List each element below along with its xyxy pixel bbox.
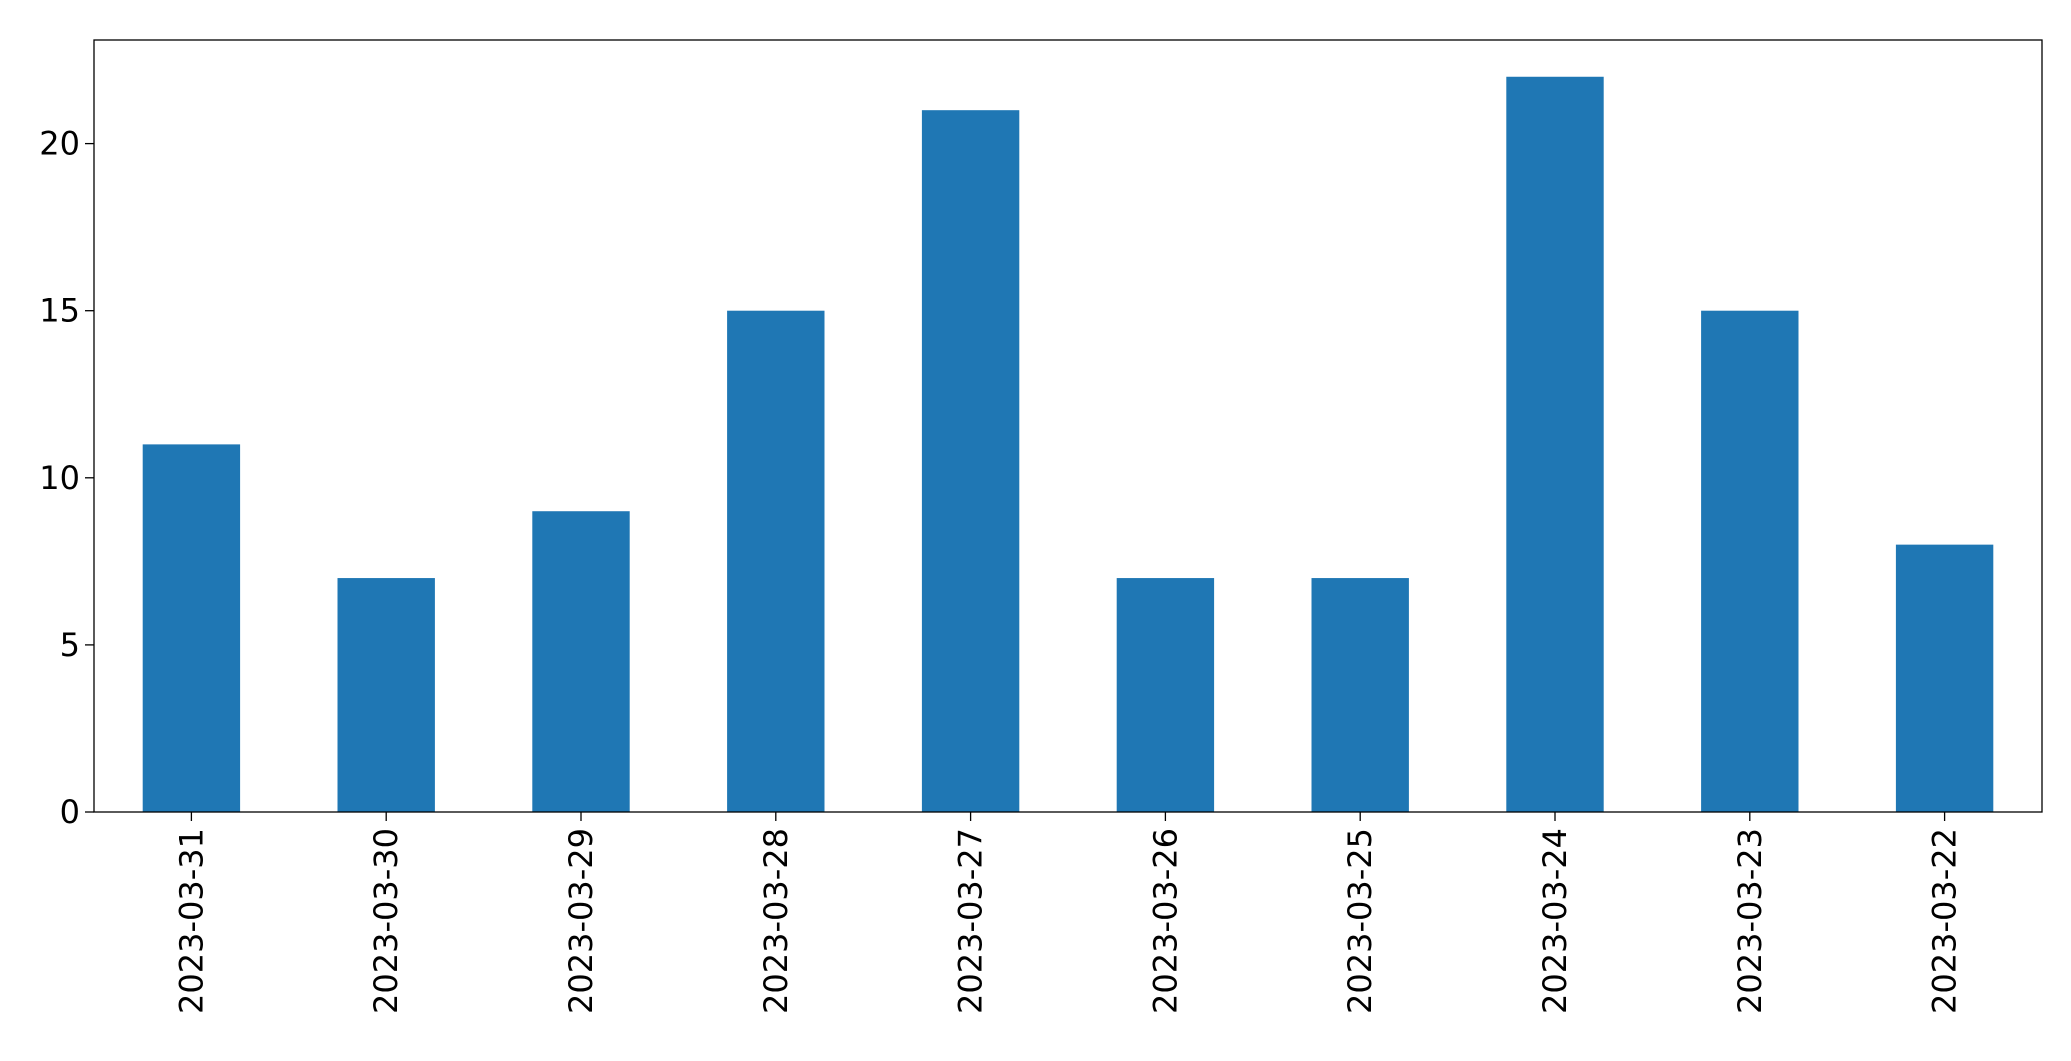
x-tick-label: 2023-03-29 xyxy=(562,828,600,1014)
bar xyxy=(1116,578,1215,812)
bar xyxy=(921,110,1020,812)
x-tick-label: 2023-03-24 xyxy=(1536,828,1574,1014)
x-tick-label: 2023-03-22 xyxy=(1926,828,1964,1014)
plot-frame xyxy=(93,39,2043,813)
x-tick-label: 2023-03-25 xyxy=(1341,828,1379,1014)
y-tick-label: 20 xyxy=(39,125,80,163)
y-tick-label: 10 xyxy=(39,459,80,497)
x-tick-label: 2023-03-23 xyxy=(1731,828,1769,1014)
bar xyxy=(1701,310,1799,812)
bar xyxy=(1895,544,1994,812)
bar xyxy=(1311,578,1409,812)
bar xyxy=(532,511,630,812)
y-tick-label: 15 xyxy=(39,292,80,330)
bar xyxy=(1506,76,1604,812)
bar xyxy=(142,444,241,812)
x-tick-label: 2023-03-26 xyxy=(1146,828,1184,1014)
y-tick-label: 0 xyxy=(60,793,80,831)
bar xyxy=(337,578,435,812)
x-tick-label: 2023-03-27 xyxy=(952,828,990,1014)
y-tick-label: 5 xyxy=(60,626,80,664)
x-tick-label: 2023-03-31 xyxy=(172,828,210,1014)
x-tick-label: 2023-03-30 xyxy=(367,828,405,1014)
x-tick-label: 2023-03-28 xyxy=(757,828,795,1014)
bar xyxy=(727,310,825,812)
